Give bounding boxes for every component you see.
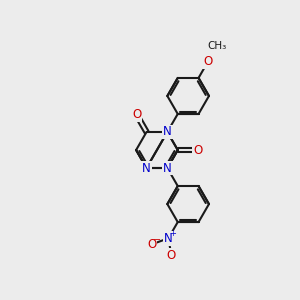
Text: O: O <box>167 249 176 262</box>
Text: CH₃: CH₃ <box>207 41 226 51</box>
Text: N: N <box>163 125 172 139</box>
Text: O: O <box>203 55 212 68</box>
Text: N: N <box>163 161 172 175</box>
Text: O: O <box>132 108 141 122</box>
Text: N: N <box>142 161 151 175</box>
Text: −: − <box>153 236 161 245</box>
Text: O: O <box>147 238 156 251</box>
Text: N: N <box>164 232 173 245</box>
Text: +: + <box>169 229 176 238</box>
Text: O: O <box>193 143 202 157</box>
